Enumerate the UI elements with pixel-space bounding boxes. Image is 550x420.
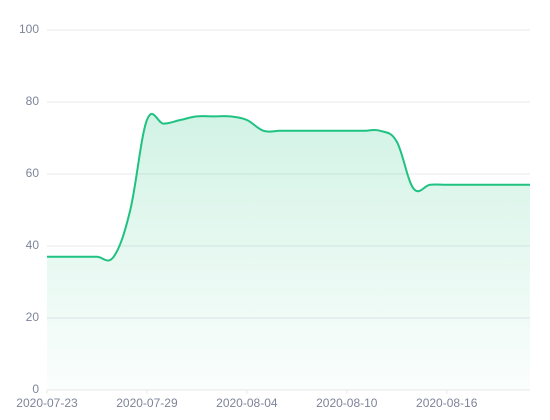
x-tick-label: 2020-07-23: [16, 396, 78, 410]
x-tick-label: 2020-07-29: [116, 396, 178, 410]
area-fill: [47, 113, 530, 391]
x-tick-label: 2020-08-10: [316, 396, 378, 410]
area-line: [46, 113, 530, 262]
y-tick-label: 0: [32, 382, 39, 396]
x-tick-label: 2020-08-16: [416, 396, 478, 410]
y-tick-label: 40: [26, 238, 40, 252]
y-tick-label: 20: [26, 310, 40, 324]
x-tick-label: 2020-08-04: [216, 396, 278, 410]
y-tick-label: 100: [19, 22, 39, 36]
y-tick-label: 60: [26, 166, 40, 180]
y-tick-label: 80: [26, 94, 40, 108]
